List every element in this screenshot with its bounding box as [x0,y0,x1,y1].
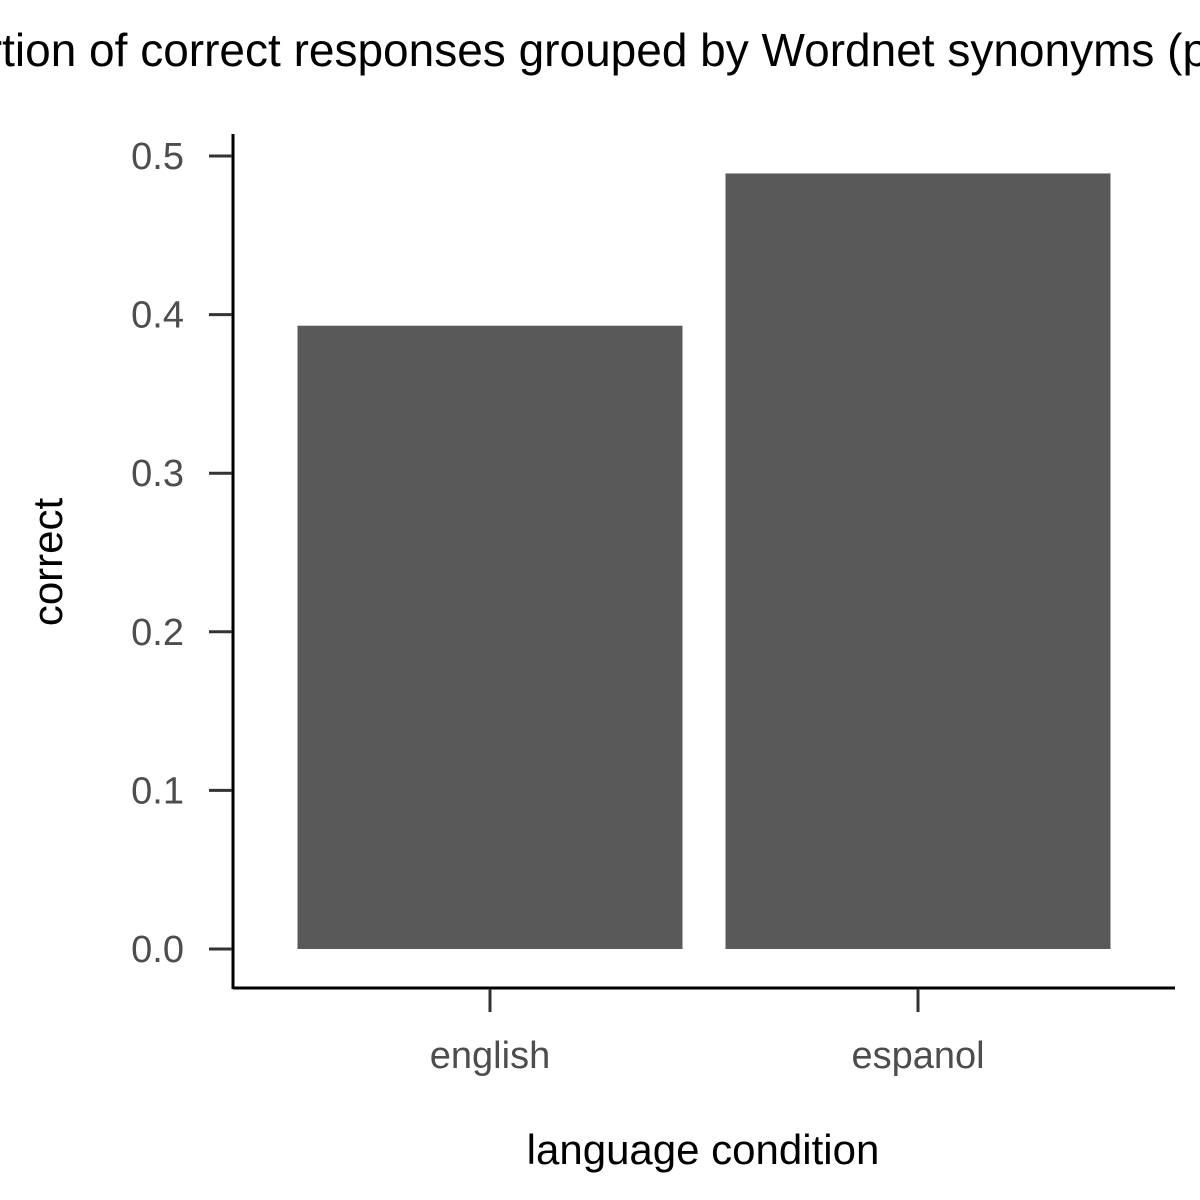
y-tick-label-1: 0.1 [131,770,184,812]
y-ticks-group: 0.0 0.1 0.2 0.3 0.4 0.5 [131,136,232,971]
y-tick-label-3: 0.3 [131,453,184,495]
bar-espanol [725,173,1111,950]
y-tick-label-0: 0.0 [131,929,184,971]
axes-group [231,134,1175,990]
y-tick-label-4: 0.4 [131,295,184,337]
y-tick-label-2: 0.2 [131,612,184,654]
chart-title: Proportion of correct responses grouped … [0,24,1200,76]
x-ticks-group: english espanol [430,989,985,1077]
x-tick-label-espanol: espanol [851,1035,984,1077]
y-axis-label: correct [24,497,71,626]
bars-group [297,173,1111,950]
bar-english [297,325,683,949]
x-tick-label-english: english [430,1035,550,1077]
y-tick-label-5: 0.5 [131,136,184,178]
x-axis-label: language condition [527,1126,880,1173]
